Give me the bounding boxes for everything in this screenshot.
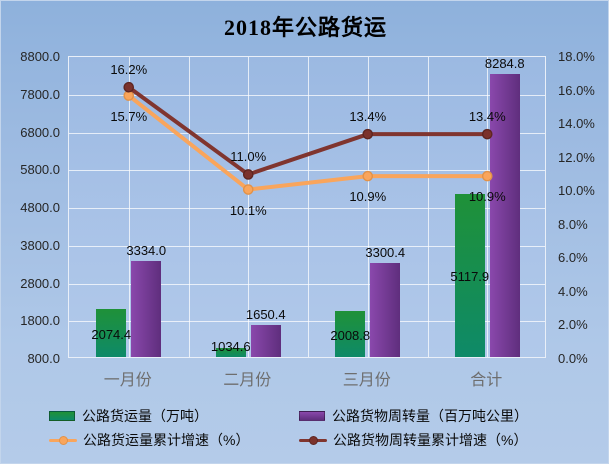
category-label: 一月份 (103, 372, 152, 389)
line-marker (362, 170, 374, 182)
bar-turnover (489, 74, 520, 357)
bar-data-label: 5117.9 (450, 269, 490, 285)
right-axis-tick-label: 16.0% (558, 82, 595, 98)
bar-freight-volume (335, 311, 366, 357)
legend-bar-swatch (299, 411, 325, 421)
line-volume-growth (126, 93, 490, 192)
category-label: 二月份 (223, 372, 272, 389)
bar-freight-volume (454, 194, 485, 357)
legend-line-marker (308, 435, 318, 445)
legend-line-swatch (299, 434, 327, 446)
gridline-horizontal (69, 208, 545, 209)
legend-bar-swatch (49, 411, 75, 421)
bar-turnover (370, 262, 401, 357)
right-axis-tick-label: 12.0% (558, 149, 595, 165)
left-axis-tick-label: 6800.0 (20, 124, 60, 140)
bar-data-label: 3300.4 (365, 244, 406, 260)
gridline-horizontal (69, 321, 545, 323)
line-data-label: 11.0% (230, 149, 267, 165)
gridline-vertical (308, 57, 309, 357)
bar-freight-volume (215, 348, 246, 357)
legend-item-volume-growth: 公路货运量累计增速（%） (49, 431, 249, 449)
left-axis-tick-label: 5800.0 (20, 162, 60, 178)
legend-line-marker (58, 435, 68, 445)
right-axis-tick-label: 10.0% (558, 183, 595, 199)
chart-title: 2018年公路货运 (223, 15, 387, 40)
bar-freight-volume (96, 308, 127, 357)
right-axis-tick-label: 18.0% (558, 49, 595, 64)
line-data-label: 10.1% (229, 202, 267, 218)
left-axis-tick-label: 7800.0 (20, 86, 60, 102)
left-axis-tick-label: 3800.0 (20, 237, 60, 253)
bar-turnover (250, 324, 281, 357)
line-data-label: 13.4% (349, 109, 387, 125)
legend-line-swatch (49, 434, 77, 446)
bar-data-label: 8284.8 (484, 56, 525, 72)
plot-area: 2074.4 1034.6 2008.8 5117.9 3334.0 1650.4 3300… (68, 56, 546, 358)
left-axis-tick-label: 2800.0 (20, 275, 60, 291)
bar-data-label: 1650.4 (245, 306, 286, 322)
line-marker (481, 170, 493, 182)
bar-data-label: 1034.6 (210, 339, 251, 354)
gridline-horizontal (69, 94, 545, 96)
line-data-label: 13.4% (468, 109, 506, 125)
gridline-vertical (248, 57, 250, 357)
line-marker (242, 169, 254, 180)
legend-label: 公路货物周转量累计增速（%） (333, 432, 528, 448)
gridline-vertical (427, 57, 429, 357)
legend-item-turnover: 公路货物周转量（百万吨公里） (299, 407, 528, 425)
legend-label: 公路货物周转量（百万吨公里） (332, 408, 528, 424)
category-label: 合计 (470, 372, 503, 389)
right-axis-tick-label: 2.0% (558, 317, 588, 333)
bar-turnover (131, 261, 162, 357)
gridline-vertical (128, 57, 130, 357)
left-axis-tick-label: 800.0 (27, 351, 60, 366)
gridline-horizontal (69, 170, 545, 172)
right-axis-tick-label: 6.0% (558, 250, 588, 266)
right-axis-tick-label: 0.0% (558, 351, 588, 366)
line-data-label: 10.9% (468, 189, 506, 205)
line-marker (123, 81, 135, 93)
gridline-horizontal (69, 283, 545, 285)
right-axis-tick-label: 4.0% (558, 283, 588, 299)
line-data-label: 16.2% (110, 62, 148, 78)
line-turnover-growth (126, 85, 490, 177)
category-label: 三月份 (342, 372, 391, 389)
gridline-horizontal (69, 245, 545, 247)
left-axis-tick-label: 1800.0 (20, 313, 60, 329)
line-data-label: 15.7% (110, 108, 148, 124)
legend-label: 公路货运量累计增速（%） (83, 432, 250, 448)
gridline-horizontal (69, 132, 545, 134)
gridline-vertical (188, 57, 190, 357)
right-axis-tick-label: 14.0% (558, 116, 595, 132)
bar-data-label: 2008.8 (330, 328, 371, 344)
growth-lines (123, 81, 493, 195)
line-marker (362, 128, 374, 140)
legend-item-turnover-growth: 公路货物周转量累计增速（%） (299, 431, 527, 449)
line-marker (481, 128, 493, 140)
line-marker (242, 184, 254, 195)
right-axis-tick-label: 8.0% (558, 216, 588, 232)
line-data-label: 10.9% (349, 189, 387, 205)
left-axis-tick-label: 8800.0 (20, 49, 60, 64)
bar-data-label: 2074.4 (91, 326, 132, 342)
gridline-vertical (367, 57, 369, 357)
gridline-vertical (487, 57, 489, 357)
bar-data-label: 3334.0 (126, 243, 167, 259)
legend-label: 公路货运量（万吨） (82, 408, 208, 424)
left-axis-tick-label: 4800.0 (20, 200, 60, 215)
legend-item-freight-volume: 公路货运量（万吨） (49, 407, 208, 425)
